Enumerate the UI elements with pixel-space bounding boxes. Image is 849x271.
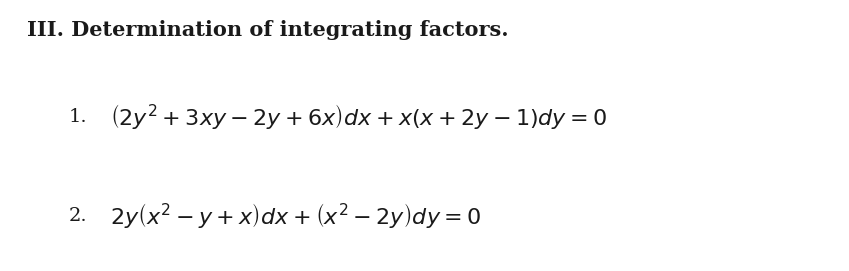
Text: 2.: 2. xyxy=(69,207,87,225)
Text: 1.: 1. xyxy=(69,108,87,126)
Text: III. Determination of integrating factors.: III. Determination of integrating factor… xyxy=(27,20,509,40)
Text: $2y\left(x^2-y+x\right)dx+\left(x^2-2y\right)dy=0$: $2y\left(x^2-y+x\right)dx+\left(x^2-2y\r… xyxy=(110,201,481,230)
Text: $\left(2y^2+3xy-2y+6x\right)dx+x\left(x+2y-1\right)dy=0$: $\left(2y^2+3xy-2y+6x\right)dx+x\left(x+… xyxy=(110,102,607,131)
